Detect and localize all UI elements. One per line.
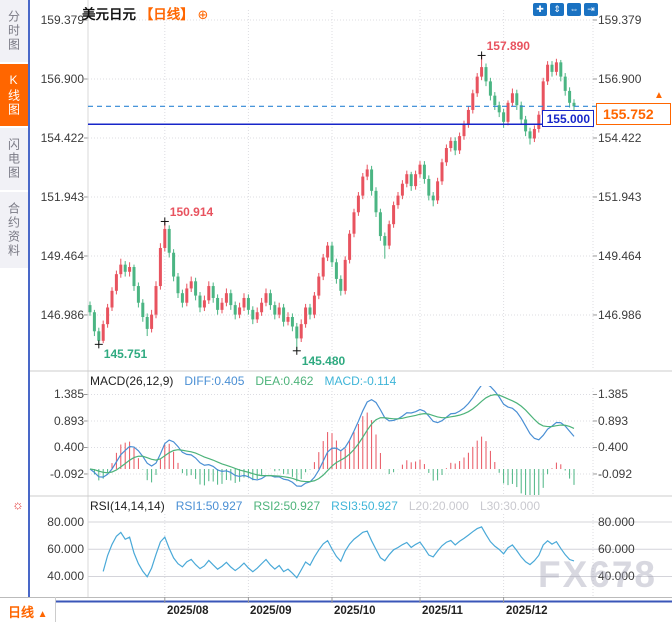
price-axis-label: 149.464 <box>40 249 84 263</box>
macd-axis-label: 0.400 <box>53 440 84 454</box>
rsi2-value: RSI2:50.927 <box>253 499 321 513</box>
chart-toolbar: ✚ ⇕ ⇔ ⇥ <box>533 3 598 16</box>
rsi-axis-label: 60.000 <box>598 542 635 556</box>
sidebar-item-lightning[interactable]: 闪电图 <box>0 128 28 190</box>
price-marker-icon: ▲ <box>654 90 664 101</box>
price-axis-label: 151.943 <box>40 190 84 204</box>
collapse-icon: ▲ <box>37 609 48 620</box>
date-tick-label: 2025/08 <box>167 605 209 617</box>
period-selector[interactable]: 日线 ▲ <box>8 602 48 621</box>
level-line-label: 155.000 <box>542 110 594 127</box>
macd-axis-label: 1.385 <box>598 387 629 401</box>
rsi3-value: RSI3:50.927 <box>331 499 398 513</box>
low-annotation: 145.480 <box>301 353 346 368</box>
rsi-l30-value: L30:30.000 <box>479 499 540 513</box>
sidebar-item-kline[interactable]: K线图 <box>0 64 28 126</box>
chart-type-sidebar: 分时图 K线图 闪电图 合约资料 <box>0 0 28 597</box>
export-icon[interactable]: ⇥ <box>584 3 598 16</box>
price-axis-label: 151.943 <box>598 190 642 204</box>
sidebar-item-timeline[interactable]: 分时图 <box>0 0 28 62</box>
rsi-title: RSI(14,14,14) <box>90 499 165 513</box>
macd-axis-label: 0.400 <box>598 440 629 454</box>
rsi-header: RSI(14,14,14) RSI1:50.927 RSI2:50.927 RS… <box>90 499 540 513</box>
price-axis-label: 156.900 <box>598 72 642 86</box>
rsi1-value: RSI1:50.927 <box>175 499 243 513</box>
rsi-l20-value: L20:20.000 <box>408 499 469 513</box>
date-tick-label: 2025/10 <box>334 605 376 617</box>
current-price-label: 155.752 <box>596 103 671 125</box>
macd-axis-label: 1.385 <box>53 387 84 401</box>
macd-title: MACD(26,12,9) <box>90 374 174 388</box>
macd-macd-value: MACD:-0.114 <box>324 374 397 388</box>
macd-diff-value: DIFF:0.405 <box>184 374 245 388</box>
rsi-axis-label: 60.000 <box>47 542 84 556</box>
high-annotation: 157.890 <box>486 39 530 54</box>
price-axis-label: 146.986 <box>598 308 642 322</box>
rsi-axis-label: 80.000 <box>47 515 84 529</box>
zoom-horizontal-icon[interactable]: ⇔ <box>567 3 581 16</box>
pan-icon[interactable]: ✚ <box>533 3 547 16</box>
price-axis-label: 154.422 <box>598 131 642 145</box>
price-axis-label: 159.379 <box>40 13 84 27</box>
macd-header: MACD(26,12,9) DIFF:0.405 DEA:0.462 MACD:… <box>90 374 396 388</box>
period-label: 日线 <box>8 605 35 620</box>
macd-axis-label: 0.893 <box>53 414 84 428</box>
rsi-axis-label: 40.000 <box>47 569 84 583</box>
zoom-vertical-icon[interactable]: ⇕ <box>550 3 564 16</box>
price-axis-label: 154.422 <box>40 131 84 145</box>
chart-title: 美元日元 【日线】 ⊕ <box>82 3 208 23</box>
date-tick-label: 2025/11 <box>422 605 463 617</box>
price-axis-label: 159.379 <box>598 13 642 27</box>
symbol-name: 美元日元 <box>82 7 136 22</box>
add-compare-icon[interactable]: ⊕ <box>197 7 209 22</box>
period-tag: 【日线】 <box>139 7 194 22</box>
macd-axis-label: -0.092 <box>598 467 633 481</box>
macd-axis-label: 0.893 <box>598 414 629 428</box>
macd-dea-value: DEA:0.462 <box>255 374 314 388</box>
low-annotation: 145.751 <box>103 347 148 362</box>
price-axis-label: 156.900 <box>40 72 84 86</box>
price-axis-label: 149.464 <box>598 249 642 263</box>
high-annotation: 150.914 <box>169 205 214 220</box>
price-axis-label: 146.986 <box>40 308 84 322</box>
date-tick-label: 2025/09 <box>250 605 292 617</box>
hot-indicator-icon[interactable]: ☼ <box>12 497 24 512</box>
sidebar-item-contract-info[interactable]: 合约资料 <box>0 192 28 268</box>
sidebar-divider <box>28 0 30 597</box>
macd-axis-label: -0.092 <box>49 467 84 481</box>
date-tick-label: 2025/12 <box>506 605 548 617</box>
rsi-axis-label: 80.000 <box>598 515 635 529</box>
rsi-axis-label: 40.000 <box>598 569 635 583</box>
